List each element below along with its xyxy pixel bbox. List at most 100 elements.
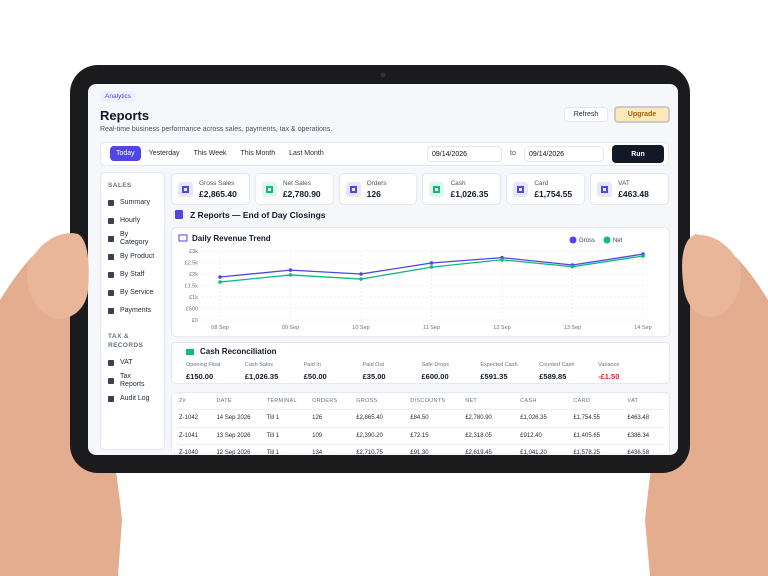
table-row: Z-1041 13 Sep 2026 Till 1 109 £2,390.20 £72.1… [178, 426, 663, 445]
nav-item[interactable]: Payments [108, 302, 157, 320]
kpi-icon [261, 181, 277, 197]
recon-label: Counted Cash [539, 362, 575, 368]
kpi-text: VAT £463.48 [618, 180, 649, 199]
table-cell: £1,754.55 [572, 409, 627, 427]
recon-label: Paid Out [362, 362, 385, 368]
nav-item[interactable]: By Service [108, 284, 157, 302]
kpi-card: Gross Sales £2,865.40 [171, 173, 250, 205]
range-tab[interactable]: Yesterday [148, 150, 180, 157]
table-cell: £72.15 [409, 426, 465, 445]
table-cell: £2,710.75 [355, 444, 410, 462]
section-title: Z Reports — End of Day Closings [190, 210, 326, 220]
kpi-icon [597, 181, 613, 197]
nav-icon [108, 254, 114, 260]
kpi-card: Orders 126 [338, 173, 418, 205]
column-header: GROSS [356, 398, 378, 404]
table-cell: £2,780.90 [464, 409, 520, 427]
nav-label: By Service [120, 289, 154, 296]
table-cell: 109 [311, 426, 356, 445]
recon-item: Paid Out £35.00 [363, 362, 422, 381]
recon-value: £35.00 [362, 372, 386, 381]
nav-icon [108, 272, 114, 278]
table-cell: Till 1 [265, 426, 312, 445]
kpi-label: Net Sales [282, 179, 312, 187]
table-cell: £2,390.20 [355, 426, 410, 445]
point [359, 277, 363, 281]
range-tab[interactable]: This Month [240, 150, 276, 157]
column-header: ORDERS [312, 398, 338, 404]
upgrade-button[interactable]: Upgrade [614, 106, 670, 123]
recon-label: Opening Float [186, 362, 221, 368]
recon-value: £591.35 [480, 372, 508, 381]
kpi-label: Card [534, 179, 549, 187]
nav-item[interactable]: Hourly [108, 212, 157, 230]
point [500, 257, 504, 262]
run-button[interactable]: Run [612, 145, 664, 163]
kpi-label: Cash [450, 179, 466, 187]
table-cell: £1,041.20 [519, 444, 573, 462]
date-to[interactable]: 09/14/2026 [524, 146, 604, 162]
nav-item[interactable]: VAT [108, 354, 157, 372]
table-row: Z-1040 12 Sep 2026 Till 1 134 £2,710.75 £91.3… [178, 444, 663, 462]
point [218, 280, 222, 284]
nav-icon [108, 396, 114, 402]
nav-icon [108, 308, 114, 314]
column-header: DISCOUNTS [410, 398, 446, 404]
legend-label: Net [613, 238, 623, 244]
y-tick-label: £500 [186, 307, 198, 313]
x-tick-label: 14 Sep [634, 325, 651, 331]
y-tick-label: £0 [192, 318, 198, 324]
recon-label: Cash Sales [244, 362, 274, 368]
kpi-icon [178, 181, 193, 197]
range-tab[interactable]: Today [110, 146, 141, 161]
table-cell: £2,619.45 [464, 444, 520, 462]
x-tick-label: 10 Sep [352, 325, 369, 331]
kpi-icon [513, 181, 529, 197]
table-cell: Till 1 [265, 444, 312, 462]
recon-items: Opening Float £150.00 Cash Sales £1,026.35 P… [186, 362, 657, 381]
recon-title: Cash Reconciliation [200, 347, 277, 356]
nav-item[interactable]: By Category [108, 230, 157, 248]
nav-label: By Category [120, 231, 149, 246]
nav-item[interactable]: Summary [108, 194, 157, 212]
recon-value: £600.00 [421, 372, 449, 381]
nav-icon [108, 218, 114, 224]
kpi-value: £463.48 [618, 188, 649, 199]
range-tab[interactable]: Last Month [289, 150, 324, 157]
table-cell: Z-1042 [178, 409, 216, 427]
kpi-card: Card £1,754.55 [506, 173, 586, 205]
date-from[interactable]: 09/14/2026 [427, 146, 502, 162]
recon-value: £589.85 [539, 372, 567, 381]
point [359, 272, 363, 276]
table-cell: 13 Sep 2026 [215, 426, 266, 445]
refresh-button[interactable]: Refresh [564, 107, 608, 122]
nav-item[interactable]: By Product [108, 248, 157, 266]
x-tick-label: 11 Sep [423, 325, 440, 331]
nav-item[interactable]: Tax Reports [108, 372, 157, 390]
recon-value: £50.00 [303, 372, 327, 381]
nav-item[interactable]: By Staff [108, 266, 157, 284]
nav-icon [108, 290, 114, 296]
y-tick-label: £1k [189, 295, 198, 301]
point [429, 261, 434, 265]
nav-label: By Product [120, 253, 155, 260]
nav-item[interactable]: Audit Log [108, 390, 157, 408]
table-cell: £386.34 [626, 426, 663, 445]
x-tick-label: 09 Sep [282, 325, 299, 331]
subtitle: Real-time business performance across sa… [100, 126, 333, 133]
range-tab[interactable]: This Week [193, 150, 227, 157]
table-cell: £463.48 [626, 409, 663, 427]
badge: Analytics [100, 91, 137, 102]
column-header: Z# [179, 398, 187, 404]
kpi-card: Cash £1,026.35 [422, 173, 502, 205]
table-card: Z# DATE TERMINAL ORDERS GROSS DISCOUNTS NET CAS… [171, 392, 670, 462]
nav-label: Summary [120, 199, 150, 206]
nav-label: Payments [120, 307, 152, 314]
camera [380, 72, 386, 78]
to-label: to [510, 150, 516, 157]
kpi-icon [429, 181, 445, 197]
table-cell: £84.50 [409, 409, 465, 427]
kpi-text: Net Sales £2,780.90 [283, 180, 321, 199]
x-tick-label: 13 Sep [564, 325, 581, 331]
kpi-text: Cash £1,026.35 [450, 180, 488, 199]
